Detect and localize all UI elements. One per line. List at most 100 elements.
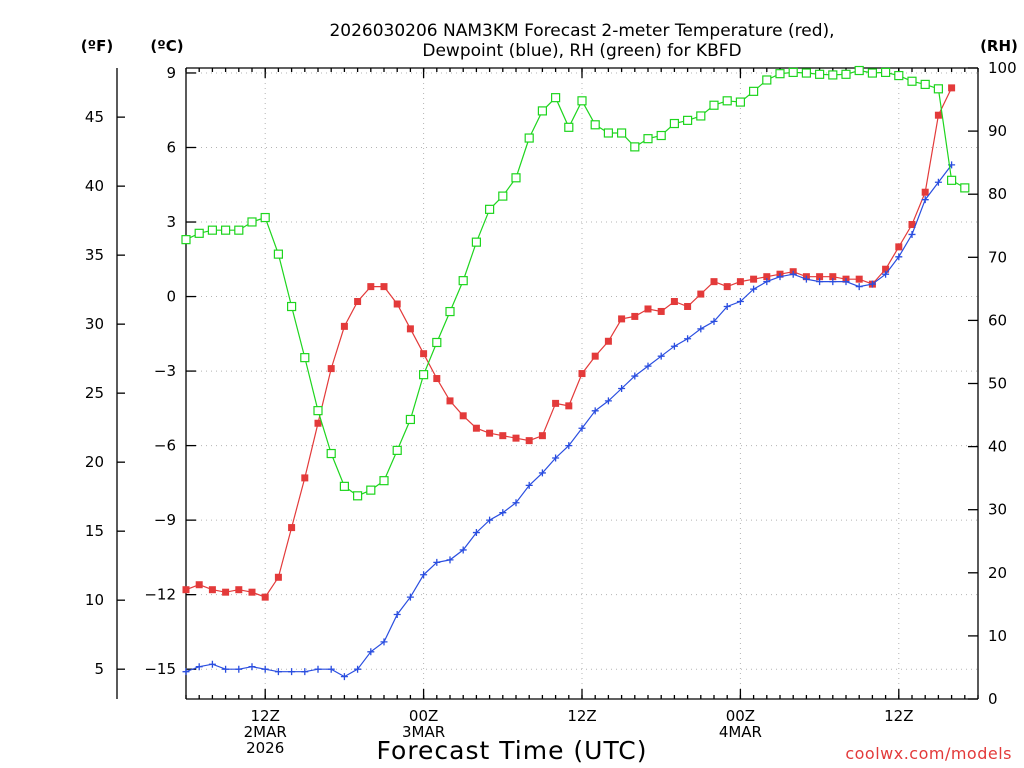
relative-humidity-point: [234, 225, 244, 235]
rh-tick-label: 70: [988, 248, 1007, 266]
dewpoint-point: [750, 285, 758, 293]
chart-title-line-2: Dewpoint (blue), RH (green) for KBFD: [422, 41, 741, 61]
dewpoint-point: [301, 668, 309, 676]
rh-tick-label: 20: [988, 564, 1007, 582]
temperature-point: [657, 307, 665, 315]
celsius-tick-label: 3: [166, 213, 176, 231]
temperature-point: [274, 573, 282, 581]
dewpoint-point: [459, 546, 467, 554]
temperature-point: [393, 300, 401, 308]
data-series: [181, 65, 970, 681]
dewpoint-point: [446, 556, 454, 564]
tick-marks: [117, 67, 979, 700]
axes: [116, 67, 979, 700]
dewpoint-point: [433, 558, 441, 566]
dewpoint-point: [697, 325, 705, 333]
relative-humidity-point: [419, 370, 429, 380]
dewpoint-point: [644, 362, 652, 370]
relative-humidity-point: [458, 276, 468, 286]
dewpoint-point: [340, 673, 348, 681]
dewpoint-point: [802, 275, 810, 283]
dewpoint-point: [367, 648, 375, 656]
time-tick-label: 12Z: [251, 707, 280, 725]
temperature-point: [446, 397, 454, 405]
dewpoint-point: [816, 278, 824, 286]
dewpoint-point: [499, 509, 507, 517]
temperature-point: [327, 365, 335, 373]
temperature-point: [552, 399, 560, 407]
dewpoint-point: [895, 253, 903, 261]
temperature-point: [816, 273, 824, 281]
relative-humidity-point: [933, 84, 944, 94]
rh-tick-label: 10: [988, 627, 1007, 645]
dewpoint-point: [208, 660, 216, 668]
temperature-point: [340, 322, 348, 330]
relative-humidity-point: [801, 68, 812, 78]
temperature-point: [354, 298, 362, 306]
relative-humidity-point: [748, 86, 759, 96]
dewpoint-point: [908, 230, 916, 238]
fahrenheit-tick-label: 30: [85, 315, 104, 333]
dewpoint-point: [723, 302, 731, 310]
dewpoint-point: [486, 516, 494, 524]
relative-humidity-point: [564, 122, 574, 132]
dewpoint-point: [261, 665, 269, 673]
relative-humidity-point: [432, 337, 442, 348]
relative-humidity-point: [709, 100, 719, 110]
relative-humidity-point: [669, 118, 680, 129]
relative-humidity-point: [511, 173, 521, 183]
relative-humidity-point: [841, 69, 851, 79]
dewpoint-point: [829, 278, 837, 286]
relative-humidity-point: [788, 67, 798, 78]
relative-humidity-point: [920, 79, 930, 90]
temperature-point: [525, 437, 533, 445]
rh-tick-label: 40: [988, 438, 1007, 456]
dewpoint-point: [235, 665, 243, 673]
relative-humidity-point: [828, 70, 838, 80]
relative-humidity-point: [194, 228, 204, 238]
relative-humidity-point: [260, 212, 270, 223]
dewpoint-series: [182, 161, 956, 681]
dewpoint-point: [314, 665, 322, 673]
temperature-point: [208, 586, 216, 594]
dewpoint-point: [882, 270, 890, 278]
fahrenheit-tick-label: 5: [94, 660, 104, 678]
dewpoint-point: [684, 335, 692, 343]
rh-tick-label: 0: [988, 690, 998, 708]
relative-humidity-point: [207, 225, 217, 235]
temperature-point: [380, 283, 388, 291]
relative-humidity-point: [603, 128, 614, 138]
relative-humidity-point: [630, 142, 640, 152]
time-tick-label: 00Z: [409, 707, 438, 725]
temperature-point: [578, 370, 586, 378]
temperature-point: [314, 419, 322, 427]
relative-humidity-point: [590, 120, 600, 130]
relative-humidity-line: [185, 69, 966, 497]
source-credit: coolwx.com/models: [845, 744, 1012, 763]
relative-humidity-point: [735, 97, 746, 107]
relative-humidity-point: [524, 133, 534, 143]
relative-humidity-point: [656, 130, 666, 141]
relative-humidity-point: [880, 67, 891, 78]
temperature-point: [512, 434, 520, 442]
dewpoint-point: [406, 593, 414, 601]
temperature-point: [472, 424, 480, 432]
relative-humidity-point: [405, 414, 415, 425]
dewpoint-point: [670, 342, 678, 350]
dewpoint-point: [934, 178, 942, 186]
relative-humidity-point: [392, 445, 402, 455]
rh-tick-label: 30: [988, 501, 1007, 519]
relative-humidity-point: [313, 406, 323, 416]
chart-title-line-1: 2026030206 NAM3KM Forecast 2-meter Tempe…: [329, 21, 834, 41]
dewpoint-point: [512, 499, 520, 507]
temperature-point: [499, 432, 507, 440]
temperature-point: [670, 298, 678, 306]
rh-tick-label: 60: [988, 311, 1007, 329]
relative-humidity-point: [339, 481, 349, 491]
temperature-point: [222, 588, 230, 596]
celsius-unit-label: (ºC): [150, 37, 183, 55]
rh-tick-label: 100: [988, 59, 1017, 77]
relative-humidity-point: [960, 183, 970, 193]
fahrenheit-unit-label: (ºF): [81, 37, 113, 55]
